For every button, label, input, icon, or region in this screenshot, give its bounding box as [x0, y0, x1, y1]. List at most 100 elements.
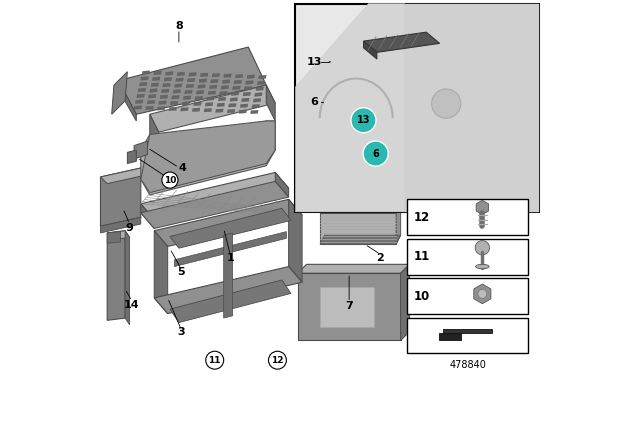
Polygon shape	[100, 168, 148, 184]
Polygon shape	[180, 108, 188, 111]
Polygon shape	[141, 77, 148, 80]
Text: 478840: 478840	[449, 360, 486, 370]
Polygon shape	[151, 83, 159, 86]
Polygon shape	[108, 231, 130, 240]
Polygon shape	[150, 85, 275, 132]
Polygon shape	[224, 74, 231, 78]
Text: 6: 6	[372, 149, 379, 159]
Polygon shape	[164, 78, 172, 81]
Polygon shape	[141, 181, 289, 228]
Polygon shape	[209, 85, 217, 89]
Polygon shape	[142, 71, 150, 74]
Polygon shape	[170, 101, 178, 105]
Circle shape	[325, 43, 342, 59]
Polygon shape	[152, 77, 160, 81]
Polygon shape	[189, 73, 196, 76]
Polygon shape	[247, 75, 255, 78]
Bar	[407, 239, 528, 275]
Polygon shape	[175, 84, 182, 87]
Polygon shape	[154, 199, 302, 246]
Polygon shape	[224, 233, 233, 318]
Polygon shape	[198, 85, 205, 88]
Polygon shape	[364, 32, 440, 52]
Text: 4: 4	[179, 163, 186, 172]
Circle shape	[363, 141, 388, 166]
Polygon shape	[242, 98, 249, 102]
Polygon shape	[256, 87, 264, 90]
Ellipse shape	[476, 264, 489, 269]
Polygon shape	[136, 100, 143, 103]
Polygon shape	[154, 231, 168, 314]
Text: 12: 12	[271, 356, 284, 365]
Polygon shape	[204, 108, 212, 112]
Polygon shape	[205, 103, 213, 106]
Bar	[407, 199, 528, 235]
Circle shape	[475, 241, 490, 255]
Polygon shape	[320, 213, 396, 244]
Polygon shape	[401, 264, 410, 340]
Polygon shape	[275, 172, 289, 197]
Polygon shape	[146, 106, 154, 110]
Polygon shape	[141, 204, 154, 228]
Polygon shape	[125, 231, 130, 325]
Polygon shape	[161, 89, 169, 93]
Text: 10: 10	[164, 176, 176, 185]
Polygon shape	[177, 72, 185, 76]
Polygon shape	[163, 83, 170, 87]
Polygon shape	[240, 104, 248, 108]
Bar	[407, 278, 528, 314]
Polygon shape	[405, 4, 539, 212]
Polygon shape	[147, 100, 155, 104]
Polygon shape	[222, 80, 230, 83]
Polygon shape	[150, 89, 157, 92]
Polygon shape	[108, 232, 121, 243]
Polygon shape	[196, 90, 204, 94]
Polygon shape	[253, 99, 261, 102]
Text: 6: 6	[310, 97, 319, 107]
Polygon shape	[166, 72, 173, 75]
Polygon shape	[257, 81, 265, 85]
Circle shape	[351, 108, 376, 133]
Polygon shape	[233, 86, 240, 90]
Polygon shape	[243, 92, 251, 96]
Polygon shape	[100, 168, 141, 226]
Polygon shape	[266, 85, 275, 121]
Text: 14: 14	[124, 300, 140, 310]
Polygon shape	[134, 141, 148, 159]
Polygon shape	[220, 91, 227, 95]
Polygon shape	[244, 86, 252, 90]
Text: 9: 9	[125, 223, 134, 233]
Polygon shape	[108, 231, 125, 320]
Polygon shape	[298, 273, 401, 340]
Polygon shape	[324, 91, 342, 109]
Polygon shape	[154, 267, 302, 314]
Polygon shape	[234, 80, 242, 84]
Polygon shape	[188, 78, 195, 82]
Polygon shape	[176, 78, 184, 82]
Polygon shape	[193, 108, 200, 112]
Polygon shape	[173, 90, 180, 93]
Polygon shape	[239, 110, 246, 113]
Polygon shape	[212, 73, 220, 77]
Text: 10: 10	[413, 289, 430, 303]
Polygon shape	[227, 109, 235, 113]
Text: 12: 12	[413, 211, 430, 224]
Circle shape	[206, 351, 224, 369]
Polygon shape	[141, 121, 275, 193]
Polygon shape	[228, 103, 236, 107]
Polygon shape	[320, 204, 401, 213]
Polygon shape	[246, 81, 253, 84]
Circle shape	[431, 89, 461, 118]
Polygon shape	[194, 102, 202, 106]
Circle shape	[162, 172, 178, 188]
Polygon shape	[221, 86, 228, 89]
Polygon shape	[208, 91, 216, 95]
Bar	[407, 318, 528, 353]
Polygon shape	[439, 333, 461, 340]
Polygon shape	[218, 97, 226, 101]
Polygon shape	[195, 96, 203, 100]
Polygon shape	[217, 103, 225, 107]
Polygon shape	[174, 232, 287, 267]
Text: 3: 3	[177, 327, 185, 337]
Polygon shape	[199, 79, 207, 82]
